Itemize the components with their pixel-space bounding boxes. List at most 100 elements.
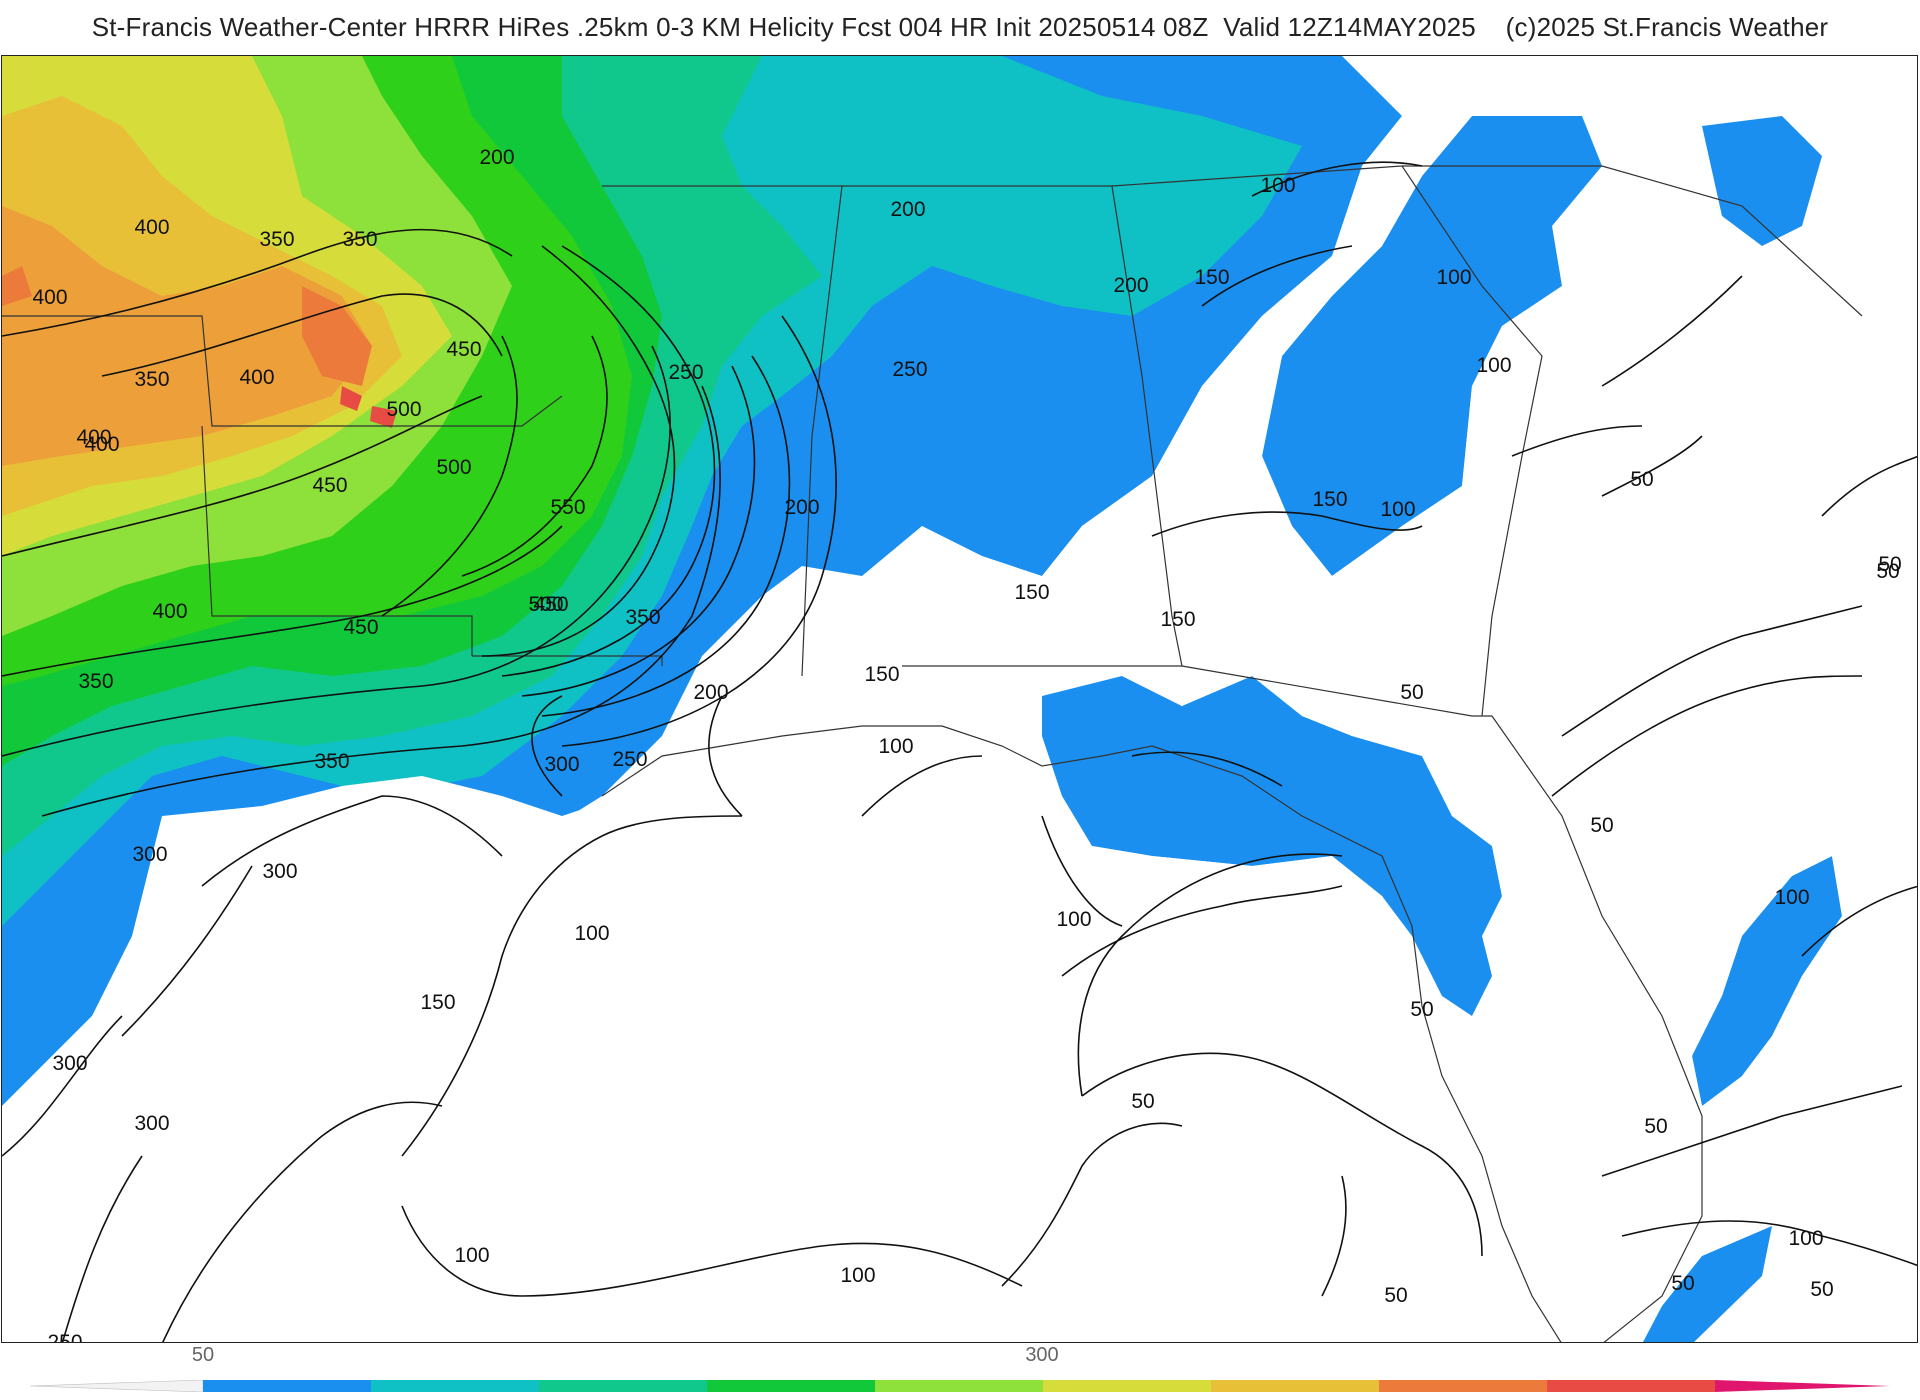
contour-label: 150: [864, 663, 899, 686]
east-coast-low-helicity: [1042, 116, 1472, 646]
colorbar-band: [1043, 1380, 1211, 1392]
gulf-of-mexico-low-helicity: [2, 646, 1502, 1342]
contour-label: 50: [1384, 1284, 1407, 1307]
helicity-50-area-east-edge: [1702, 116, 1917, 376]
contour-label: 300: [52, 1052, 87, 1075]
contour-label: 300: [544, 753, 579, 776]
contour-label: 350: [625, 606, 660, 629]
contour-label: 400: [32, 286, 67, 309]
colorbar-band: [371, 1380, 539, 1392]
colorbar-high-triangle: [1715, 1380, 1890, 1392]
contour-label: 100: [1476, 354, 1511, 377]
contour-label: 50: [1671, 1272, 1694, 1295]
helicity-550-area: [2, 266, 372, 386]
contour-label: 250: [612, 748, 647, 771]
contour-label: 400: [239, 366, 274, 389]
contour-label: 50: [1400, 681, 1423, 704]
contour-label: 250: [668, 361, 703, 384]
contour-label: 200: [784, 496, 819, 519]
contour-label: 100: [574, 922, 609, 945]
contour-label: 100: [1436, 266, 1471, 289]
contour-label: 450: [312, 474, 347, 497]
contour-label: 350: [342, 228, 377, 251]
contour-label: 200: [479, 146, 514, 169]
colorbar-low-triangle: [30, 1380, 204, 1392]
contour-label: 100: [1788, 1227, 1823, 1250]
helicity-50-area-atlantic: [1692, 856, 1842, 1106]
border-florida-north: [1181, 665, 1492, 717]
helicity-500-area: [2, 206, 372, 466]
contour-label: 550: [550, 496, 585, 519]
colorbar-tick-label: 50: [191, 1344, 215, 1366]
helicity-50-area-east: [1262, 116, 1602, 576]
contour-label: 350: [259, 228, 294, 251]
contour-label: 400: [152, 600, 187, 623]
colorbar-band: [1379, 1380, 1547, 1392]
contour-label: 350: [134, 368, 169, 391]
border-north-carolina: [1402, 165, 1863, 317]
contour-label: 50: [1131, 1090, 1154, 1113]
gulf-coastline: [601, 725, 1562, 1342]
colorbar-band: [1211, 1380, 1379, 1392]
contour-label: 100: [454, 1244, 489, 1267]
map-title: St-Francis Weather-Center HRRR HiRes .25…: [91, 11, 1829, 42]
contour-label: 450: [533, 593, 568, 616]
contour-label: 500: [386, 398, 421, 421]
southeast-coastal-low-helicity: [1002, 236, 1917, 1342]
florida-east-coast: [1491, 715, 1703, 1342]
contour-label: 50: [1876, 560, 1899, 583]
border-arkansas: [201, 425, 473, 656]
colorbar-band: [539, 1380, 707, 1392]
contour-label: 450: [343, 616, 378, 639]
contour-label: 200: [1113, 274, 1148, 297]
helicity-contours: [2, 161, 1917, 1342]
contour-label: 200: [890, 198, 925, 221]
contour-label: 150: [1194, 266, 1229, 289]
contour-label: 250: [892, 358, 927, 381]
contour-label: 150: [1312, 488, 1347, 511]
colorbar-band: [707, 1380, 875, 1392]
forecast-map: 200 400 350 350 400 450 400 350 500 400 …: [1, 55, 1918, 1343]
colorbar-tick-label: 300: [1025, 1344, 1059, 1366]
contour-label: 250: [47, 1331, 82, 1343]
contour-label: 100: [1260, 174, 1295, 197]
border-alabama: [842, 185, 1183, 667]
contour-label: 150: [420, 991, 455, 1014]
contour-label: 50: [1410, 998, 1433, 1021]
contour-label: 400: [134, 216, 169, 239]
colorbar-band: [875, 1380, 1043, 1392]
contour-label: 150: [1014, 581, 1049, 604]
contour-label: 50: [1630, 468, 1653, 491]
contour-label: 500: [528, 593, 563, 616]
contour-label: 350: [314, 750, 349, 773]
helicity-50-area-gulf-coast: [1042, 676, 1502, 1016]
colorbar-band: [1547, 1380, 1715, 1392]
helicity-shading: [2, 56, 1917, 1342]
helicity-colorbar: [30, 1380, 1890, 1392]
state-borders: [2, 165, 1863, 1342]
contour-label: 150: [1160, 608, 1195, 631]
contour-label: 400: [84, 433, 119, 456]
contour-label: 300: [262, 860, 297, 883]
contour-label: 50: [1590, 814, 1613, 837]
contour-label: 100: [878, 735, 913, 758]
colorbar-band: [203, 1380, 371, 1392]
contour-label: 350: [78, 670, 113, 693]
contour-label: 50: [1644, 1115, 1667, 1138]
helicity-50-area-sw-florida: [1643, 1226, 1772, 1342]
contour-label: 100: [1056, 908, 1091, 931]
contour-label: 500: [436, 456, 471, 479]
contour-label: 100: [1774, 886, 1809, 909]
contour-label: 100: [1380, 498, 1415, 521]
border-texas-oklahoma: [2, 315, 563, 427]
contour-labels: 200 400 350 350 400 450 400 350 500 400 …: [32, 146, 1901, 1343]
helicity-600-area: [340, 386, 397, 428]
contour-label: 50: [1878, 553, 1901, 576]
contour-label: 200: [693, 681, 728, 704]
helicity-field: 200 400 350 350 400 450 400 350 500 400 …: [2, 56, 1917, 1343]
contour-label: 450: [446, 338, 481, 361]
contour-label: 400: [76, 426, 111, 449]
contour-label: 300: [134, 1112, 169, 1135]
contour-label: 300: [132, 843, 167, 866]
border-mississippi: [602, 185, 843, 677]
